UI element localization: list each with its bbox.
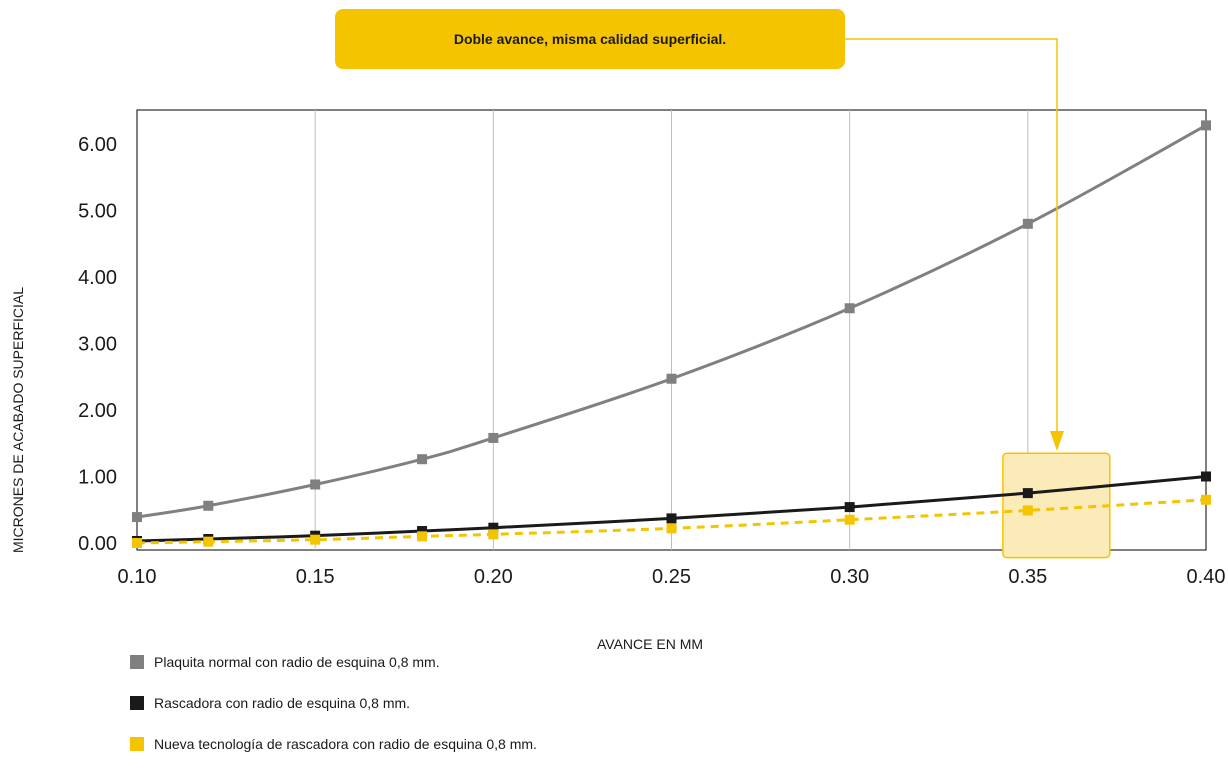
series-1-point-6: [844, 502, 855, 513]
series-0-point-3: [417, 454, 428, 465]
series-line-0: [136, 124, 1207, 519]
x-tick-label: 0.10: [118, 566, 157, 588]
series-0-point-1: [203, 500, 214, 511]
series-2-point-0: [132, 538, 142, 548]
legend-label-rascadora: Rascadora con radio de esquina 0,8 mm.: [154, 695, 411, 711]
y-tick-label: 1.00: [78, 467, 117, 489]
callout-arrow-head: [1050, 431, 1064, 451]
series-0-point-0: [132, 512, 142, 523]
legend-swatch-nueva-tecnologia: [130, 737, 144, 751]
callout-connector-line: [845, 38, 1058, 432]
y-tick-label: 5.00: [78, 201, 117, 223]
x-tick-label: 0.40: [1187, 566, 1226, 588]
legend-swatch-rascadora: [130, 696, 144, 710]
series-2-point-8: [1201, 494, 1211, 505]
series-1-point-3: [417, 526, 428, 537]
x-tick-label: 0.30: [830, 566, 869, 588]
series-line-2: [136, 498, 1207, 545]
y-tick-label: 2.00: [78, 400, 117, 422]
series-2-point-6: [844, 514, 855, 525]
legend-label-plaquita-normal: Plaquita normal con radio de esquina 0,8…: [154, 654, 440, 670]
series-0-point-4: [488, 432, 499, 443]
y-tick-label: 3.00: [78, 334, 117, 356]
series-2-point-7: [1022, 505, 1033, 516]
series-1-point-4: [488, 522, 499, 533]
series-0-point-8: [1201, 120, 1211, 131]
series-line-1: [136, 475, 1207, 543]
grid-layer: [314, 110, 1029, 550]
series-0-point-5: [666, 373, 677, 384]
series-1-point-5: [666, 513, 677, 524]
series-2-point-2: [310, 534, 321, 545]
x-tick-label: 0.15: [296, 566, 335, 588]
y-tick-label: 0.00: [78, 533, 117, 555]
series-0-point-2: [310, 479, 321, 490]
series-1-point-7: [1022, 488, 1033, 499]
legend: Plaquita normal con radio de esquina 0,8…: [130, 652, 537, 775]
series-2-point-3: [417, 531, 428, 542]
series-2-point-4: [488, 529, 499, 540]
callout-text: Doble avance, misma calidad superficial.: [453, 31, 727, 47]
callout-box: Doble avance, misma calidad superficial.: [335, 9, 845, 69]
tick-layer: 0.10 0.15 0.20 0.25 0.30 0.35 0.40 0.00 1.00 2.00…: [78, 134, 1225, 588]
legend-item-plaquita-normal: Plaquita normal con radio de esquina 0,8…: [130, 652, 537, 672]
x-tick-label: 0.20: [474, 566, 513, 588]
series-2-point-1: [203, 536, 214, 547]
legend-item-nueva-tecnologia: Nueva tecnología de rascadora con radio …: [130, 734, 537, 754]
legend-item-rascadora: Rascadora con radio de esquina 0,8 mm.: [130, 693, 537, 713]
y-tick-label: 6.00: [78, 134, 117, 156]
series-2-point-5: [666, 523, 677, 534]
series-0-point-6: [844, 303, 855, 314]
x-tick-label: 0.35: [1008, 566, 1047, 588]
legend-label-nueva-tecnologia: Nueva tecnología de rascadora con radio …: [154, 736, 537, 752]
callout-connector: [845, 38, 1064, 451]
y-tick-label: 4.00: [78, 267, 117, 289]
legend-swatch-plaquita-normal: [130, 655, 144, 669]
x-tick-label: 0.25: [652, 566, 691, 588]
x-axis-label: AVANCE EN MM: [596, 636, 704, 652]
series-0-point-7: [1022, 218, 1033, 229]
series-layer: [132, 120, 1211, 548]
y-axis-label: MICRONES DE ACABADO SUPERFICIAL: [10, 286, 26, 554]
series-1-point-8: [1201, 471, 1211, 482]
